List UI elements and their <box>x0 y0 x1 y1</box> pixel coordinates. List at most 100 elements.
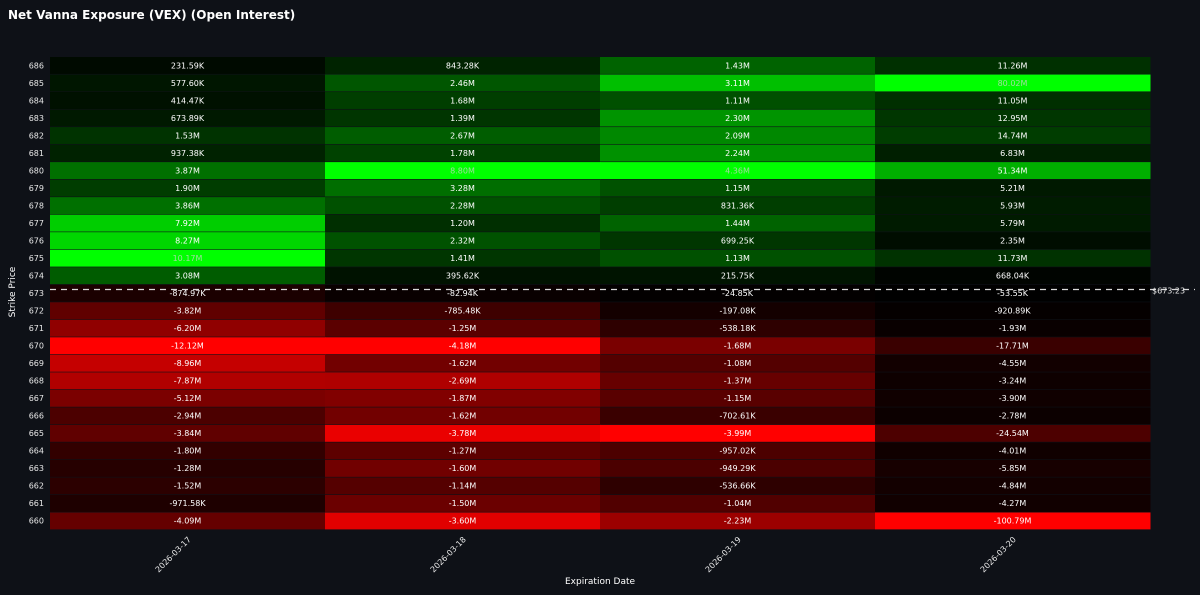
heatmap-cell[interactable] <box>600 477 876 495</box>
heatmap-cell[interactable] <box>600 389 876 407</box>
heatmap-cell[interactable] <box>325 179 601 197</box>
heatmap-cell[interactable] <box>50 407 326 425</box>
heatmap-cell[interactable] <box>875 214 1151 232</box>
heatmap-cell[interactable] <box>50 337 326 355</box>
heatmap-cell[interactable] <box>50 92 326 109</box>
heatmap-cell[interactable] <box>600 267 876 285</box>
heatmap-cell[interactable] <box>875 197 1151 215</box>
heatmap-cell[interactable] <box>875 267 1151 285</box>
heatmap-cell[interactable] <box>875 162 1151 180</box>
heatmap-cell[interactable] <box>600 424 876 442</box>
heatmap-cell[interactable] <box>50 197 326 215</box>
heatmap-cell[interactable] <box>600 179 876 197</box>
heatmap-cell[interactable] <box>50 57 326 74</box>
heatmap-cell[interactable] <box>325 354 601 372</box>
heatmap-cell[interactable] <box>600 354 876 372</box>
heatmap-cell[interactable] <box>325 144 601 162</box>
heatmap-cell[interactable] <box>875 424 1151 442</box>
heatmap-cell[interactable] <box>875 319 1151 337</box>
heatmap-cell[interactable] <box>50 267 326 285</box>
heatmap-cell[interactable] <box>875 337 1151 355</box>
heatmap-cell[interactable] <box>600 109 876 127</box>
heatmap-cell[interactable] <box>50 232 326 250</box>
heatmap-cell[interactable] <box>325 302 601 320</box>
heatmap-cell[interactable] <box>325 319 601 337</box>
heatmap-cell[interactable] <box>875 442 1151 460</box>
heatmap-cell[interactable] <box>325 512 601 530</box>
heatmap-cell[interactable] <box>50 319 326 337</box>
heatmap-cell[interactable] <box>875 407 1151 425</box>
heatmap-cell[interactable] <box>600 214 876 232</box>
heatmap-cell[interactable] <box>875 127 1151 144</box>
heatmap-cell[interactable] <box>600 249 876 267</box>
heatmap-cell[interactable] <box>600 337 876 355</box>
heatmap-cell[interactable] <box>875 109 1151 127</box>
heatmap-cell[interactable] <box>325 109 601 127</box>
heatmap-cell[interactable] <box>600 494 876 512</box>
heatmap-cell[interactable] <box>875 74 1151 92</box>
heatmap-cell[interactable] <box>600 372 876 390</box>
heatmap-cell[interactable] <box>325 232 601 250</box>
heatmap-cell[interactable] <box>600 92 876 109</box>
heatmap-cell[interactable] <box>875 512 1151 530</box>
heatmap-cell[interactable] <box>600 127 876 144</box>
heatmap-cell[interactable] <box>325 57 601 74</box>
heatmap-cell[interactable] <box>875 494 1151 512</box>
heatmap-cell[interactable] <box>600 162 876 180</box>
heatmap-cell[interactable] <box>50 372 326 390</box>
heatmap-cell[interactable] <box>50 127 326 144</box>
heatmap-cell[interactable] <box>325 442 601 460</box>
heatmap-cell[interactable] <box>875 57 1151 74</box>
heatmap-cell[interactable] <box>600 197 876 215</box>
heatmap-cell[interactable] <box>50 144 326 162</box>
heatmap-cell[interactable] <box>50 179 326 197</box>
heatmap-cell[interactable] <box>600 459 876 477</box>
heatmap-cell[interactable] <box>600 302 876 320</box>
heatmap-cell[interactable] <box>50 162 326 180</box>
heatmap-cell[interactable] <box>50 214 326 232</box>
heatmap-cell[interactable] <box>875 179 1151 197</box>
heatmap-cell[interactable] <box>600 407 876 425</box>
heatmap-cell[interactable] <box>325 337 601 355</box>
heatmap-cell[interactable] <box>50 74 326 92</box>
heatmap-cell[interactable] <box>600 57 876 74</box>
heatmap-cell[interactable] <box>875 302 1151 320</box>
heatmap-cell[interactable] <box>325 459 601 477</box>
heatmap-cell[interactable] <box>325 92 601 109</box>
heatmap-cell[interactable] <box>50 459 326 477</box>
heatmap-cell[interactable] <box>325 162 601 180</box>
heatmap-cell[interactable] <box>50 512 326 530</box>
heatmap-cell[interactable] <box>600 512 876 530</box>
heatmap-cell[interactable] <box>325 407 601 425</box>
heatmap-cell[interactable] <box>325 424 601 442</box>
heatmap-cell[interactable] <box>50 442 326 460</box>
heatmap-cell[interactable] <box>50 109 326 127</box>
heatmap-cell[interactable] <box>875 477 1151 495</box>
heatmap-cell[interactable] <box>325 127 601 144</box>
heatmap-cell[interactable] <box>600 319 876 337</box>
heatmap-cell[interactable] <box>50 494 326 512</box>
heatmap-cell[interactable] <box>325 249 601 267</box>
heatmap-cell[interactable] <box>50 354 326 372</box>
heatmap-cell[interactable] <box>50 389 326 407</box>
heatmap-cell[interactable] <box>50 249 326 267</box>
heatmap-cell[interactable] <box>325 267 601 285</box>
heatmap-cell[interactable] <box>875 459 1151 477</box>
heatmap-cell[interactable] <box>325 197 601 215</box>
heatmap-cell[interactable] <box>50 477 326 495</box>
heatmap-cell[interactable] <box>325 74 601 92</box>
heatmap-cell[interactable] <box>325 494 601 512</box>
heatmap-cell[interactable] <box>325 372 601 390</box>
heatmap-cell[interactable] <box>325 389 601 407</box>
heatmap-cell[interactable] <box>325 477 601 495</box>
heatmap-cell[interactable] <box>875 249 1151 267</box>
heatmap-cell[interactable] <box>875 372 1151 390</box>
heatmap-cell[interactable] <box>875 354 1151 372</box>
heatmap-cell[interactable] <box>600 232 876 250</box>
heatmap-cell[interactable] <box>600 74 876 92</box>
heatmap-cell[interactable] <box>875 144 1151 162</box>
heatmap-cell[interactable] <box>50 424 326 442</box>
heatmap-cell[interactable] <box>875 232 1151 250</box>
heatmap-cell[interactable] <box>600 442 876 460</box>
heatmap-cell[interactable] <box>875 92 1151 109</box>
